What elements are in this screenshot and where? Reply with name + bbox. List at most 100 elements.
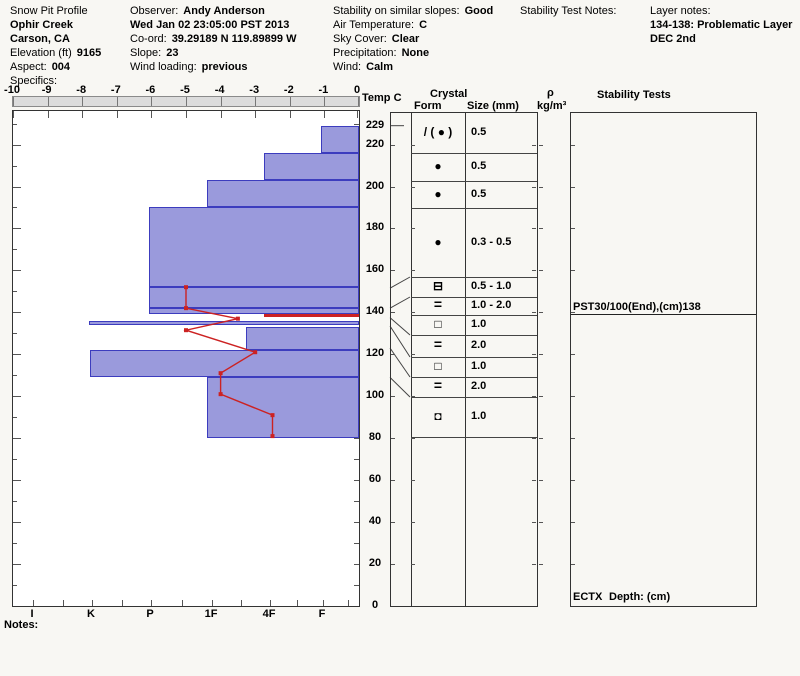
temp-grid-tick <box>220 111 222 118</box>
crystal-size-value: 1.0 <box>471 360 487 372</box>
field-air-temperature: Air Temperature: C <box>333 19 428 31</box>
panel-edge-tick <box>391 564 395 566</box>
crystal-size-value: 0.5 <box>471 160 487 172</box>
panel-edge-tick <box>571 522 575 524</box>
hardness-profile-plot <box>12 110 360 607</box>
panel-edge-tick <box>532 144 536 146</box>
panel-edge-tick <box>532 564 536 566</box>
temp-axis-label: 0 <box>353 84 361 96</box>
temperature-point <box>218 371 223 376</box>
size-column-header: Size (mm) <box>467 100 519 112</box>
field-specifics: Specifics: <box>10 75 58 87</box>
panel-edge-tick <box>571 438 575 440</box>
panel-edge-tick <box>539 354 543 356</box>
field-precipitation: Precipitation: None <box>333 47 430 59</box>
depth-tick <box>13 417 17 419</box>
temperature-point <box>270 413 275 418</box>
temp-axis-label: -2 <box>283 84 294 96</box>
panel-edge-tick <box>539 438 543 440</box>
depth-tick <box>13 585 17 587</box>
depth-tick <box>13 438 21 440</box>
depth-tick <box>13 522 21 524</box>
hardness-axis-label: I <box>30 608 34 620</box>
panel-edge-tick <box>411 144 415 146</box>
form-column-header: Form <box>414 100 442 112</box>
temp-axis-tick <box>220 97 222 106</box>
field-aspect: Aspect: 004 <box>10 61 71 73</box>
panel-edge-tick <box>571 186 575 188</box>
panel-edge-tick <box>532 186 536 188</box>
panel-edge-tick <box>539 396 543 398</box>
panel-edge-tick <box>532 522 536 524</box>
crystal-size-value: 0.5 - 1.0 <box>471 280 512 292</box>
depth-axis-label: 80 <box>368 431 382 444</box>
hardness-tick <box>212 600 213 606</box>
field-wind: Wind: Calm <box>333 61 394 73</box>
temp-axis-label: -3 <box>249 84 260 96</box>
field-wind-loading: Wind loading: previous <box>130 61 248 73</box>
crystal-row-divider <box>411 315 537 316</box>
header-layer-notes-column: Layer notes: 134-138: Problematic Layer … <box>650 4 792 46</box>
hardness-axis-label: 4F <box>262 608 276 620</box>
depth-tick <box>13 375 17 377</box>
depth-tick <box>354 123 359 125</box>
depth-tick <box>13 291 17 293</box>
depth-tick <box>13 249 17 251</box>
field-datetime: Wed Jan 02 23:05:00 PST 2013 <box>130 19 290 31</box>
temp-axis <box>12 96 360 107</box>
layer-leader-lines <box>389 125 411 398</box>
crystal-panel: / ( ● ) 0.5 ● 0.5 ● 0.5 ● 0.3 - 0.5 ⊟ 0.5 - 1.0 = 1… <box>390 112 538 607</box>
panel-edge-tick <box>571 270 575 272</box>
panel-edge-tick <box>539 228 543 230</box>
layer-bar <box>321 125 359 153</box>
hardness-tick <box>151 600 152 606</box>
crystal-form-ice-lens: = <box>433 296 443 312</box>
density-unit-header: kg/m³ <box>537 100 567 112</box>
panel-edge-tick <box>391 522 395 524</box>
temp-grid-tick <box>47 111 49 118</box>
temp-grid-tick <box>186 111 187 118</box>
panel-edge-tick <box>411 480 415 482</box>
crystal-row-divider <box>411 208 537 209</box>
depth-tick <box>13 564 21 566</box>
depth-tick <box>13 207 17 209</box>
leader-line <box>389 296 411 309</box>
depth-tick <box>13 480 21 482</box>
leader-line <box>389 276 411 289</box>
panel-edge-tick <box>391 354 395 356</box>
hardness-axis-label: F <box>318 608 326 620</box>
crystal-size-value: 0.5 <box>471 187 487 200</box>
panel-edge-tick <box>391 186 395 188</box>
temp-axis-title: Temp C <box>362 92 402 104</box>
panel-edge-tick <box>539 186 543 188</box>
hardness-tick <box>270 600 271 606</box>
panel-edge-tick <box>571 354 575 356</box>
panel-edge-tick <box>532 270 536 272</box>
hardness-minor-tick <box>241 600 242 606</box>
temp-axis-tick <box>116 97 118 106</box>
depth-axis-label: 40 <box>368 515 382 528</box>
panel-edge-tick <box>391 270 395 272</box>
panel-edge-tick <box>411 438 415 440</box>
crystal-row-divider <box>411 277 537 278</box>
depth-tick <box>354 564 359 566</box>
panel-edge-tick <box>391 228 395 230</box>
temp-grid-tick <box>151 111 153 118</box>
temp-axis-tick <box>358 97 359 106</box>
temp-axis-tick <box>324 97 326 106</box>
panel-edge-tick <box>411 354 415 356</box>
panel-edge-tick <box>411 522 415 524</box>
leader-line <box>389 325 411 358</box>
depth-axis-label: 140 <box>365 305 385 318</box>
temp-grid-tick <box>116 111 118 118</box>
depth-axis-label: 180 <box>365 221 385 234</box>
field-elevation: Elevation (ft) 9165 <box>10 47 102 59</box>
density-column-header: ρ <box>547 87 554 99</box>
depth-axis-label: 229 <box>365 118 385 131</box>
temp-axis-tick <box>151 97 153 106</box>
panel-edge-tick <box>391 396 395 398</box>
field-layer-note-1: 134-138: Problematic Layer <box>650 19 793 31</box>
panel-edge-tick <box>571 480 575 482</box>
panel-edge-tick <box>411 186 415 188</box>
depth-axis-label: 100 <box>365 389 385 402</box>
